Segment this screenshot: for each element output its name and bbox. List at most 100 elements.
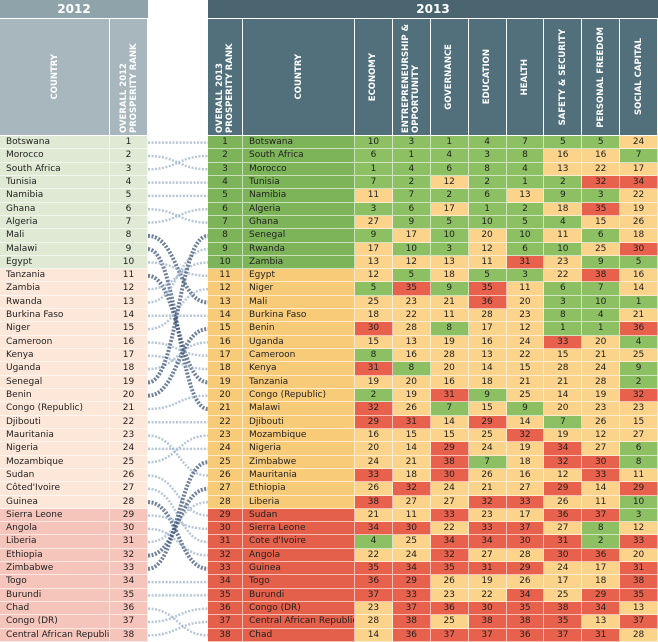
score-cell: 8 <box>620 455 658 469</box>
rank-cell: 23 <box>110 428 148 443</box>
score-cell: 38 <box>392 615 431 629</box>
score-cell: 18 <box>506 455 545 469</box>
rank-cell: 21 <box>110 402 148 416</box>
score-cell: 29 <box>620 482 658 496</box>
country-cell: Niger <box>243 282 355 296</box>
rank-cell: 30 <box>208 522 243 536</box>
rank-link <box>147 434 209 477</box>
score-cell: 11 <box>620 468 658 483</box>
country-cell: Tanzania <box>0 269 110 283</box>
header-text: ECONOMY <box>368 52 379 102</box>
score-cell: 35 <box>355 562 393 576</box>
country-cell: Congo (DR) <box>243 602 355 616</box>
score-cell: 4 <box>392 162 431 176</box>
rank-link <box>147 233 209 305</box>
country-cell: Congo (DR) <box>0 615 110 629</box>
score-cell: 31 <box>430 389 469 403</box>
rank-link <box>147 354 209 371</box>
score-cell: 36 <box>355 575 393 589</box>
score-cell: 25 <box>506 389 545 403</box>
score-cell: 23 <box>506 309 545 323</box>
country-cell: Egypt <box>0 255 110 270</box>
score-cell: 17 <box>582 562 621 576</box>
score-cell: 8 <box>430 322 469 336</box>
rank-cell: 25 <box>208 455 243 469</box>
score-cell: 5 <box>430 215 469 230</box>
rank-link <box>147 474 209 517</box>
score-cell: 10 <box>430 229 469 243</box>
score-cell: 9 <box>355 229 393 243</box>
score-cell: 28 <box>430 349 469 363</box>
score-cell: 26 <box>392 402 431 416</box>
score-cell: 33 <box>392 588 431 603</box>
rank-link <box>147 434 209 464</box>
score-cell: 38 <box>430 455 469 469</box>
score-cell: 33 <box>430 508 469 523</box>
score-cell: 35 <box>582 202 621 216</box>
country-cell: Morocco <box>0 149 110 163</box>
country-cell: Mali <box>0 229 110 243</box>
score-cell: 5 <box>506 215 545 230</box>
score-cell: 18 <box>620 229 658 243</box>
rank-cell: 15 <box>110 322 148 336</box>
rank-link <box>147 607 209 637</box>
score-cell: 20 <box>544 402 583 416</box>
score-cell: 24 <box>355 455 393 469</box>
score-cell: 33 <box>582 468 621 483</box>
rank-link <box>147 607 209 624</box>
score-cell: 9 <box>582 255 621 270</box>
score-cell: 10 <box>392 242 431 256</box>
country-cell: Ghana <box>0 202 110 216</box>
rank-cell: 32 <box>208 548 243 563</box>
rank-link <box>147 273 209 385</box>
rank-cell: 1 <box>208 136 243 150</box>
score-cell: 34 <box>468 535 507 549</box>
score-cell: 34 <box>506 588 545 603</box>
rank-cell: 6 <box>208 202 243 216</box>
score-cell: 19 <box>468 575 507 589</box>
score-cell: 17 <box>430 202 469 216</box>
score-cell: 30 <box>430 468 469 483</box>
score-cell: 11 <box>582 495 621 509</box>
country-cell: Uganda <box>0 362 110 376</box>
score-cell: 15 <box>544 349 583 363</box>
column-header: OVERALL 2012 PROSPERITY RANK <box>110 19 148 135</box>
header-text: EDUCATION <box>482 49 493 105</box>
country-cell: Burundi <box>0 588 110 603</box>
rank-cell: 12 <box>110 282 148 296</box>
score-cell: 4 <box>620 335 658 350</box>
rank-cell: 6 <box>110 202 148 216</box>
score-cell: 15 <box>468 402 507 416</box>
rank-cell: 12 <box>208 282 243 296</box>
score-cell: 8 <box>506 149 545 163</box>
rank-cell: 31 <box>110 535 148 549</box>
country-cell: Sierra Leone <box>0 508 110 523</box>
country-cell: Mozambique <box>243 428 355 443</box>
country-cell: Morocco <box>243 162 355 176</box>
column-header: HEALTH <box>506 19 545 135</box>
score-cell: 38 <box>468 615 507 629</box>
score-cell: 20 <box>392 375 431 389</box>
column-header: GOVERNANCE <box>430 19 469 135</box>
country-cell: Angola <box>243 548 355 563</box>
score-cell: 33 <box>544 335 583 350</box>
score-cell: 24 <box>582 362 621 376</box>
score-cell: 35 <box>544 615 583 629</box>
score-cell: 25 <box>430 615 469 629</box>
score-cell: 30 <box>392 522 431 536</box>
score-cell: 21 <box>544 375 583 389</box>
country-cell: Nigeria <box>0 442 110 456</box>
rank-cell: 25 <box>110 455 148 469</box>
score-cell: 27 <box>544 522 583 536</box>
rank-link <box>147 207 209 224</box>
score-cell: 22 <box>355 548 393 563</box>
header-text: COUNTRY <box>49 54 60 100</box>
score-cell: 4 <box>582 309 621 323</box>
rank-cell: 32 <box>110 548 148 563</box>
rank-cell: 14 <box>110 309 148 323</box>
header-text: GOVERNANCE <box>444 44 455 110</box>
score-cell: 13 <box>355 255 393 270</box>
score-cell: 26 <box>430 575 469 589</box>
score-cell: 5 <box>544 136 583 150</box>
